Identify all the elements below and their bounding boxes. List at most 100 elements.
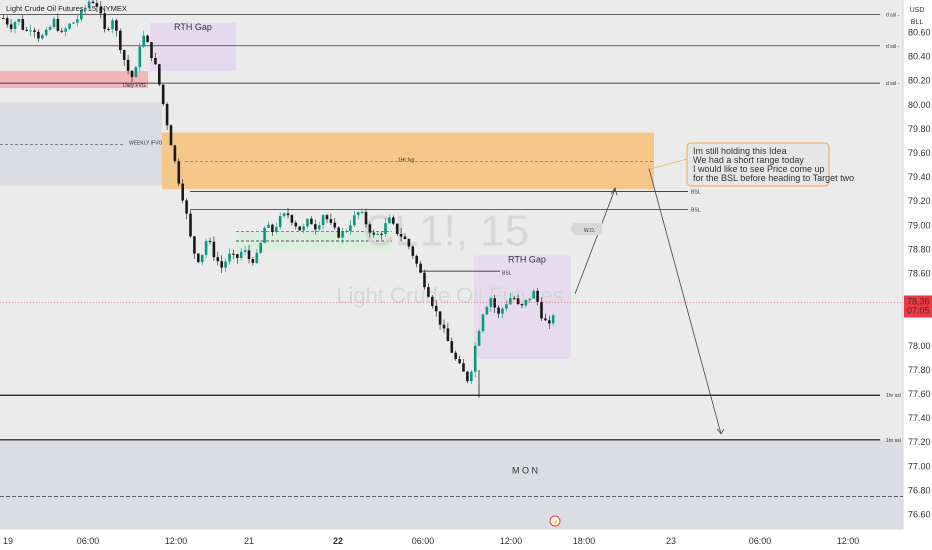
time-tick-7: 18:00 xyxy=(573,536,596,546)
candle-body xyxy=(9,24,13,29)
candle-body xyxy=(438,311,442,325)
weekly-ifvg-label: WEEKLY IFVG xyxy=(129,141,163,147)
candle-body xyxy=(551,315,555,324)
candle-body xyxy=(17,19,21,23)
candle-body xyxy=(189,213,192,237)
candle-body xyxy=(263,227,266,243)
candle-body xyxy=(446,328,450,342)
price-axis-background xyxy=(903,0,932,550)
candle-body xyxy=(181,183,184,201)
candle-body xyxy=(520,304,524,306)
candle-body xyxy=(399,234,403,237)
candle-body xyxy=(423,272,426,288)
candle-body xyxy=(119,30,122,51)
candle-body xyxy=(485,306,489,315)
candle-body xyxy=(41,35,44,39)
candle-body xyxy=(130,70,134,78)
note-connector xyxy=(650,158,688,170)
candle-body xyxy=(302,226,305,231)
candle-body xyxy=(52,18,56,27)
time-tick-10: 12:00 xyxy=(837,536,860,546)
level-label-6: 1hr ssl xyxy=(886,438,901,444)
candle-body xyxy=(329,219,333,223)
candle-body xyxy=(193,236,196,254)
daily-fvg-zone xyxy=(0,71,148,88)
monday-zone xyxy=(0,439,903,529)
candle-body xyxy=(353,215,356,226)
candle-body xyxy=(204,240,208,255)
last-price-badge xyxy=(904,295,932,318)
candle-body xyxy=(161,84,165,105)
currency-label: USD xyxy=(909,7,925,14)
candle-body xyxy=(122,50,126,60)
candle-body xyxy=(341,231,344,238)
candle-body xyxy=(13,22,17,29)
price-tick-79.20: 79.20 xyxy=(908,196,931,206)
candle-body xyxy=(25,29,28,31)
candle-body xyxy=(60,30,64,32)
time-tick-0: 19 xyxy=(3,536,13,546)
candle-body xyxy=(267,224,270,228)
time-tick-1: 06:00 xyxy=(77,536,100,546)
price-tick-78.60: 78.60 xyxy=(908,269,931,279)
price-tick-78.00: 78.00 xyxy=(908,341,931,351)
time-axis-background xyxy=(0,529,932,550)
candle-body xyxy=(345,230,348,232)
daily-fvg-label: Daily FVG xyxy=(123,83,146,89)
candle-body xyxy=(333,222,337,228)
note-line-2: I would like to see Price come up xyxy=(693,164,825,174)
candle-body xyxy=(95,3,99,7)
rth-gap-top-label: RTH Gap xyxy=(174,22,212,32)
candle-body xyxy=(314,224,317,230)
candle-body xyxy=(349,225,352,231)
candle-body xyxy=(29,30,32,32)
candle-body xyxy=(271,224,274,233)
candle-body xyxy=(76,19,79,23)
time-tick-9: 06:00 xyxy=(749,536,772,546)
candle-body xyxy=(158,64,161,85)
candle-body xyxy=(212,241,216,258)
candle-body xyxy=(185,200,188,214)
candle-body xyxy=(360,212,364,214)
candle-body xyxy=(532,290,535,299)
note-line-3: for the BSL before heading to Target two xyxy=(693,173,854,183)
unit-label: BLL xyxy=(910,19,924,26)
candle-body xyxy=(251,259,255,263)
candle-body xyxy=(146,35,149,43)
candle-body xyxy=(138,46,142,68)
currency-selector[interactable]: USD BLL xyxy=(906,5,928,29)
candle-body xyxy=(310,218,313,225)
candle-body xyxy=(111,20,114,30)
level-label-0: d ssl - xyxy=(886,12,900,18)
candle-body xyxy=(458,359,461,364)
time-tick-2: 12:00 xyxy=(165,536,188,546)
price-tick-77.20: 77.20 xyxy=(908,437,931,447)
note-box[interactable] xyxy=(686,142,830,187)
candle-body xyxy=(259,242,262,253)
candle-body xyxy=(154,57,157,65)
candle-body xyxy=(44,29,48,36)
level-label-3: BSL xyxy=(691,190,701,196)
wo-tag xyxy=(570,222,602,235)
candle-body xyxy=(21,19,25,30)
rth-gap-bottom-zone xyxy=(474,255,571,360)
candle-body xyxy=(208,240,212,242)
candle-body xyxy=(364,212,368,225)
candle-body xyxy=(177,161,181,184)
weekly-ifvg-zone xyxy=(0,102,162,186)
candle-body xyxy=(407,239,411,247)
candle-body xyxy=(83,7,87,11)
lightning-icon[interactable] xyxy=(549,515,561,527)
price-tick-79.40: 79.40 xyxy=(908,172,931,182)
candle-body xyxy=(150,42,153,58)
candle-body xyxy=(544,318,547,321)
candle-body xyxy=(142,35,145,47)
candle-body xyxy=(493,298,496,308)
time-tick-8: 23 xyxy=(666,536,676,546)
candle-body xyxy=(200,254,204,263)
candle-body xyxy=(470,371,473,382)
candle-body xyxy=(403,236,407,240)
candle-body xyxy=(232,253,235,255)
candle-body xyxy=(384,223,387,235)
